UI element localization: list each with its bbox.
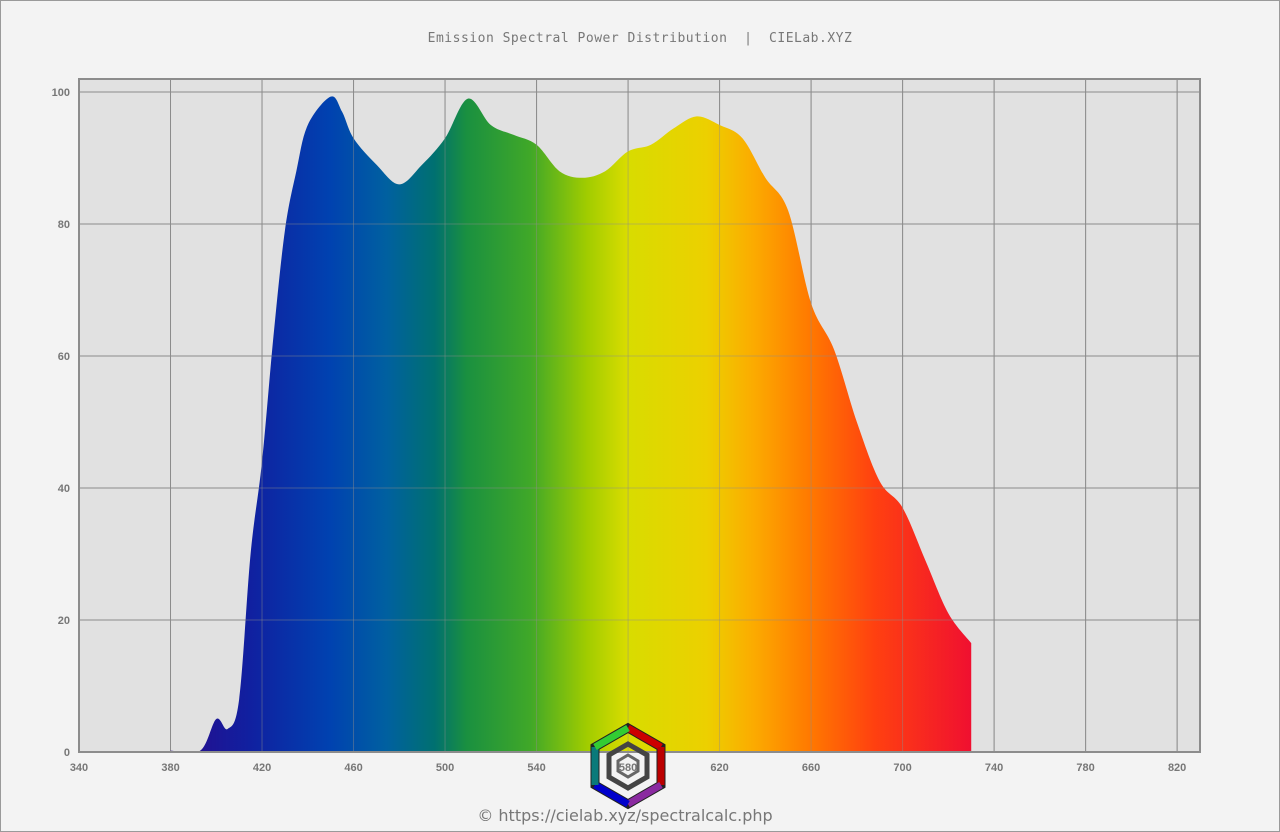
x-tick-label: 740 (985, 762, 1003, 774)
x-tick-label: 500 (436, 762, 454, 774)
chart-title: Emission Spectral Power Distribution | C… (427, 31, 853, 46)
x-tick-label: 380 (161, 762, 179, 774)
y-tick-label: 60 (58, 351, 70, 363)
x-tick-label: 700 (893, 762, 911, 774)
x-tick-label: 340 (70, 762, 88, 774)
y-tick-label: 0 (64, 747, 70, 759)
spectrum-area (170, 96, 972, 754)
x-tick-label: 540 (527, 762, 545, 774)
x-tick-label: 780 (1076, 762, 1094, 774)
y-tick-label: 20 (58, 615, 70, 627)
cielab-logo (590, 722, 666, 810)
y-tick-label: 80 (58, 219, 70, 231)
x-tick-label: 820 (1168, 762, 1186, 774)
y-tick-label: 40 (58, 483, 70, 495)
credit-link[interactable]: © https://cielab.xyz/spectralcalc.php (477, 806, 773, 825)
x-tick-label: 420 (253, 762, 271, 774)
x-tick-label: 580 (619, 762, 637, 774)
y-tick-label: 100 (52, 87, 70, 99)
x-tick-label: 660 (802, 762, 820, 774)
x-tick-label: 620 (710, 762, 728, 774)
x-tick-label: 460 (344, 762, 362, 774)
